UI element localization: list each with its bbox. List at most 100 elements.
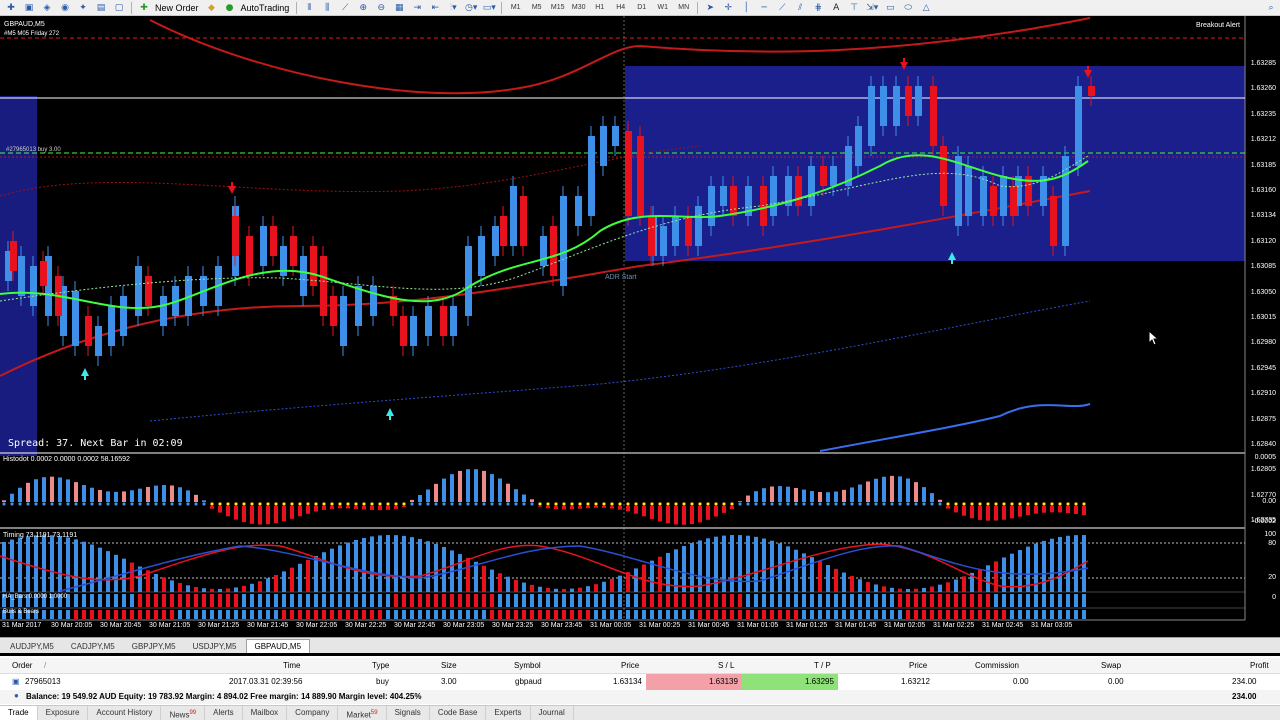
cursor-icon[interactable]: ➤ (706, 2, 714, 13)
col-sl[interactable]: S / L (718, 661, 735, 670)
col-order[interactable]: Order (12, 661, 33, 670)
symbol-tab-cadjpy-m5[interactable]: CADJPY,M5 (70, 642, 115, 651)
rectangle-icon[interactable]: ▭ (885, 2, 895, 13)
terminal-tab-mailbox[interactable]: Mailbox (243, 706, 288, 720)
terminal-tab-news[interactable]: News99 (161, 706, 206, 720)
bull-candle (1000, 176, 1007, 216)
terminal-tab-company[interactable]: Company (287, 706, 339, 720)
col-price[interactable]: Price (621, 661, 640, 670)
navigator-icon[interactable]: ✦ (79, 2, 87, 13)
autotrading-icon[interactable]: ● (225, 2, 234, 13)
zoom-in-icon[interactable]: ⊕ (359, 2, 367, 13)
market-watch-icon[interactable]: ◈ (43, 2, 51, 13)
timeframe-m30[interactable]: M30 (571, 4, 586, 11)
bulls-bears-bar (178, 610, 182, 619)
timing-tick: 20 (1268, 574, 1276, 581)
price-tick: 1.63212 (1250, 136, 1276, 144)
col-size[interactable]: Size (441, 661, 457, 670)
zoom-out-icon[interactable]: ⊖ (377, 2, 385, 13)
fibonacci-icon[interactable]: ⋕ (814, 2, 822, 13)
chart-canvas[interactable] (0, 16, 1280, 636)
terminal-tab-market[interactable]: Market59 (338, 706, 387, 720)
chart-shift-icon[interactable]: ⇤ (431, 2, 439, 13)
search-icon[interactable]: ⌕ (1268, 2, 1274, 13)
col-commission[interactable]: Commission (975, 661, 1020, 670)
order-tp[interactable]: 1.63295 (805, 677, 834, 686)
terminal-tab-exposure[interactable]: Exposure (38, 706, 89, 720)
symbol-tab-gbpjpy-m5[interactable]: GBPJPY,M5 (131, 642, 176, 651)
tile-icon[interactable]: ▦ (394, 2, 404, 13)
col-tp[interactable]: T / P (814, 661, 831, 670)
histo-bar (418, 494, 422, 502)
triangle-icon[interactable]: △ (922, 2, 930, 13)
terminal-tab-experts[interactable]: Experts (486, 706, 531, 720)
col-price-current[interactable]: Price (909, 661, 928, 670)
col-type[interactable]: Type (372, 661, 390, 670)
terminal-icon[interactable]: ▤ (96, 2, 106, 13)
timeframe-w1[interactable]: W1 (657, 4, 668, 11)
col-swap[interactable]: Swap (1101, 661, 1122, 670)
autotrading-button[interactable]: AutoTrading (240, 2, 290, 13)
terminal-tab-code-base[interactable]: Code Base (430, 706, 487, 720)
line-chart-icon[interactable]: ⟋ (342, 2, 349, 13)
candle-chart-icon[interactable]: ⫼ (325, 2, 330, 13)
indicators-icon[interactable]: ⫶▾ (449, 2, 457, 13)
histo-bar (498, 478, 502, 502)
ha-bar (1026, 594, 1030, 607)
timeframe-m1[interactable]: M1 (510, 4, 521, 11)
timing-bar (202, 588, 206, 592)
ha-bar (162, 594, 166, 607)
balance-profit: 234.00 (1232, 692, 1257, 701)
ha-bar (690, 594, 694, 607)
text-label-icon[interactable]: ⊤ (850, 2, 859, 13)
timeframe-h4[interactable]: H4 (616, 4, 626, 11)
bull-candle (492, 226, 499, 256)
order-sl[interactable]: 1.63139 (709, 677, 738, 686)
timing-bar (914, 588, 918, 592)
arrows-icon[interactable]: ⇲▾ (866, 2, 879, 13)
col-time[interactable]: Time (283, 661, 301, 670)
terminal-tab-account-history[interactable]: Account History (88, 706, 162, 720)
trendline-icon[interactable]: ⟋ (779, 2, 786, 13)
text-icon[interactable]: A (833, 2, 840, 13)
timeframe-d1[interactable]: D1 (637, 4, 647, 11)
bar-chart-icon[interactable]: ⫴ (307, 2, 312, 13)
ha-bar (74, 594, 78, 607)
timeframe-h1[interactable]: H1 (595, 4, 605, 11)
terminal-tab-alerts[interactable]: Alerts (205, 706, 243, 720)
tester-icon[interactable]: ▢ (114, 2, 124, 13)
crosshair-icon[interactable]: ✛ (724, 2, 732, 13)
col-profit[interactable]: Profit (1250, 661, 1269, 670)
timing-bar (738, 535, 742, 592)
horizontal-line-icon[interactable]: ─ (761, 2, 767, 13)
chart-window[interactable]: GBPAUD,M5 #M5 M05 Friday 272 Breakout Al… (0, 16, 1280, 636)
terminal-tab-signals[interactable]: Signals (387, 706, 430, 720)
vertical-line-icon[interactable]: │ (743, 2, 749, 13)
terminal-tab-trade[interactable]: Trade (0, 706, 38, 720)
profiles-icon[interactable]: ▣ (24, 2, 34, 13)
col-symbol[interactable]: Symbol (514, 661, 541, 670)
autoscroll-icon[interactable]: ⇥ (413, 2, 421, 13)
timing-bar (34, 535, 38, 592)
sell-arrow-icon (900, 58, 908, 70)
templates-icon[interactable]: ▭▾ (482, 2, 496, 13)
timeframe-m15[interactable]: M15 (550, 4, 565, 11)
terminal-tab-journal[interactable]: Journal (531, 706, 574, 720)
meta-editor-icon[interactable]: ◆ (208, 2, 215, 13)
timeframe-m5[interactable]: M5 (531, 4, 542, 11)
symbol-tab-usdjpy-m5[interactable]: USDJPY,M5 (192, 642, 237, 651)
histo-dot (906, 502, 910, 506)
new-order-button[interactable]: New Order (155, 2, 199, 13)
equidistant-channel-icon[interactable]: ⫽ (798, 2, 803, 13)
symbol-tab-audjpy-m5[interactable]: AUDJPY,M5 (10, 642, 54, 651)
timeframe-mn[interactable]: MN (678, 4, 690, 11)
ha-bar (602, 594, 606, 607)
bulls-bears-bar (354, 610, 358, 619)
new-order-icon[interactable]: ✚ (140, 2, 148, 13)
symbol-tab-gbpaud-m5[interactable]: GBPAUD,M5 (245, 639, 311, 653)
data-window-icon[interactable]: ◉ (61, 2, 69, 13)
table-row[interactable]: ▣ 27965013 2017.03.31 02:39:56 buy 3.00 … (0, 674, 1280, 690)
periods-icon[interactable]: ◷▾ (465, 2, 478, 13)
new-chart-icon[interactable]: ✚ (7, 2, 15, 13)
ellipse-icon[interactable]: ⬭ (904, 2, 913, 13)
